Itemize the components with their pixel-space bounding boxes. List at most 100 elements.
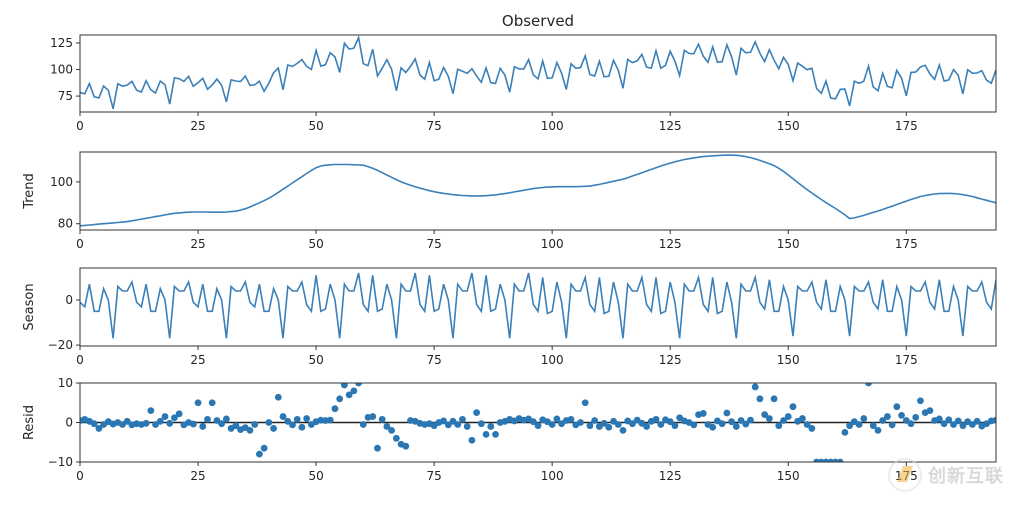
watermark-text: 创新互联 [928,466,1004,487]
data-point [161,413,169,420]
data-point [836,458,844,462]
data-point [274,393,282,401]
data-point [208,399,216,407]
y-tick-label: 0 [65,293,73,307]
data-point [90,420,98,428]
data-point [194,399,202,407]
y-tick-label: 0 [65,416,73,430]
data-point [643,423,650,430]
x-tick-label: 50 [308,353,323,367]
data-point [567,415,575,423]
data-point [553,415,561,423]
data-point [473,409,481,417]
data-point [780,417,787,424]
data-point [614,421,622,428]
x-tick-label: 50 [308,119,323,133]
x-tick-label: 75 [426,353,441,367]
data-point [893,403,901,411]
y-tick-label: 75 [58,89,73,103]
data-point [718,420,726,428]
data-point [846,422,854,430]
data-point [737,417,745,424]
y-tick-label: 80 [58,217,73,231]
x-tick-label: 0 [76,353,84,367]
x-tick-label: 150 [777,119,800,133]
data-point [732,423,740,430]
subplot-observed: Observed 0 25 50 75 100 125 150 175 75 100 125 [50,12,997,133]
data-point [222,415,230,423]
data-point [973,417,981,425]
x-tick-label: 125 [659,353,682,367]
data-point [789,403,797,411]
data-point [671,422,679,430]
data-point [326,416,334,424]
data-point [775,422,783,430]
x-tick-label: 25 [190,469,205,483]
data-point [477,420,485,428]
y-tick-label: −20 [48,338,73,352]
x-tick-label: 175 [895,237,918,251]
data-point [751,383,759,391]
data-point [246,427,254,434]
watermark: 创新互联 [888,458,1004,492]
x-tick-label: 125 [659,119,682,133]
data-point [359,421,367,428]
data-point [765,415,773,422]
x-tick-label: 100 [541,237,564,251]
data-point [959,422,967,430]
data-point [855,421,863,428]
data-point [341,383,348,389]
data-point [950,421,957,428]
data-point [860,415,868,422]
data-point [454,421,462,428]
x-tick-label: 25 [190,119,205,133]
y-tick-label: 10 [58,376,73,390]
data-point [756,395,764,403]
x-tick-label: 50 [308,469,323,483]
data-point [600,419,608,427]
data-point [888,421,896,429]
data-point [156,417,164,425]
data-point [808,425,816,432]
data-point [331,405,339,413]
axes-frame [79,151,997,231]
y-tick-label: 100 [50,175,73,189]
y-tick-label: −10 [48,455,73,469]
data-point [336,395,344,403]
x-tick-label: 175 [895,353,918,367]
y-tick-label: 125 [50,36,73,50]
data-point [369,413,377,420]
data-point [444,421,452,429]
data-point [232,422,240,430]
data-point [742,420,750,428]
x-tick-label: 100 [541,353,564,367]
x-tick-label: 75 [426,119,441,133]
data-point [199,423,207,430]
data-point [992,416,996,424]
data-point [345,391,353,399]
x-tick-label: 150 [777,237,800,251]
data-point [123,417,131,425]
data-point [605,423,613,431]
x-tick-label: 0 [76,119,84,133]
data-point [940,420,948,428]
resid-points [80,383,996,462]
data-point [463,423,471,430]
series-line [80,35,996,110]
data-point [657,421,665,428]
data-point [175,410,183,418]
y-axis-label: Resid [22,405,37,440]
chart-title: Observed [502,12,574,30]
data-point [303,415,311,422]
data-point [260,444,268,452]
data-point [591,417,599,424]
x-tick-label: 100 [541,469,564,483]
data-point [723,409,731,417]
x-tick-label: 150 [777,353,800,367]
x-tick-label: 75 [426,237,441,251]
data-point [629,420,636,428]
data-point [204,415,211,423]
data-point [383,423,391,430]
data-point [529,418,537,426]
data-point [492,430,499,438]
